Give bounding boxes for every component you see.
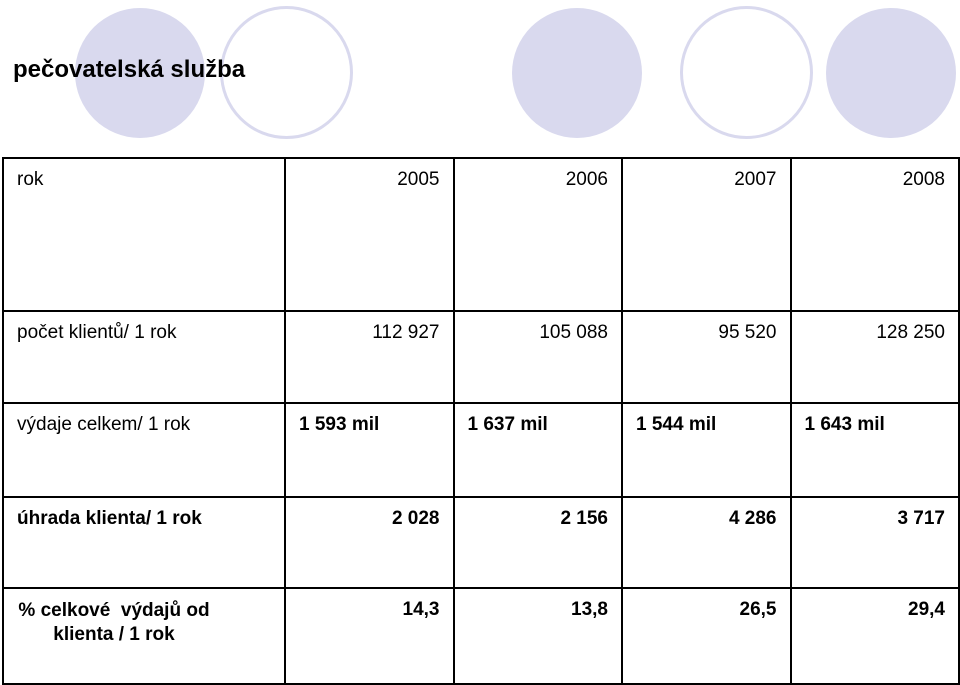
decor-circle-3 [512, 8, 642, 138]
cell-value: 3 717 [789, 496, 960, 589]
cell-value: 2005 [284, 157, 455, 312]
cell-value: 95 520 [621, 310, 792, 404]
cell-value: 13,8 [452, 587, 623, 685]
row-label-line-1: % celkové výdajů od [18, 600, 210, 621]
cell-value: 1 643 mil [789, 402, 960, 498]
cell-value: 112 927 [284, 310, 455, 404]
cell-value: 2 028 [284, 496, 455, 589]
cell-value: 4 286 [621, 496, 792, 589]
table-row-percentage: % celkové výdajů od klienta / 1 rok 14,3… [2, 587, 960, 685]
table-row-year: rok 2005 2006 2007 2008 [2, 157, 960, 312]
decor-circle-2 [220, 6, 353, 139]
row-label-line-2: klienta / 1 rok [53, 624, 175, 645]
row-label: výdaje celkem/ 1 rok [2, 402, 286, 498]
statistics-table: rok 2005 2006 2007 2008 počet klientů/ 1… [2, 157, 960, 685]
cell-value: 1 593 mil [284, 402, 455, 498]
table-row-expenses: výdaje celkem/ 1 rok 1 593 mil 1 637 mil… [2, 402, 960, 498]
decor-circle-4 [680, 6, 813, 139]
row-label: úhrada klienta/ 1 rok [2, 496, 286, 589]
cell-value: 2008 [789, 157, 960, 312]
cell-value: 29,4 [789, 587, 960, 685]
table-row-clients: počet klientů/ 1 rok 112 927 105 088 95 … [2, 310, 960, 404]
decor-circle-5 [826, 8, 956, 138]
cell-value: 26,5 [621, 587, 792, 685]
row-label: počet klientů/ 1 rok [2, 310, 286, 404]
cell-value: 2006 [452, 157, 623, 312]
cell-value: 2 156 [452, 496, 623, 589]
cell-value: 128 250 [789, 310, 960, 404]
decor-circle-1 [75, 8, 205, 138]
cell-value: 105 088 [452, 310, 623, 404]
page-title: pečovatelská služba [13, 56, 246, 83]
cell-value: 1 544 mil [621, 402, 792, 498]
row-label: rok [2, 157, 286, 312]
cell-value: 14,3 [284, 587, 455, 685]
row-label: % celkové výdajů od klienta / 1 rok [2, 587, 286, 685]
cell-value: 1 637 mil [452, 402, 623, 498]
cell-value: 2007 [621, 157, 792, 312]
table-row-client-payment: úhrada klienta/ 1 rok 2 028 2 156 4 286 … [2, 496, 960, 589]
